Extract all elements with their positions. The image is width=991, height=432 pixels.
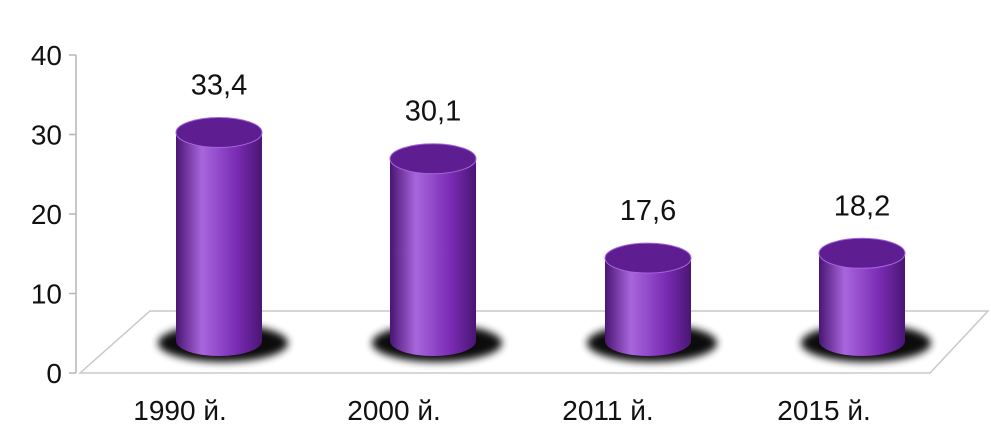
bar [801,237,931,362]
bar [587,242,717,362]
bar-top-cap [175,116,263,148]
floor-plane [78,310,990,374]
y-tick-label: 30 [31,120,62,151]
bar-top-cap [818,237,906,269]
y-tick-label: 10 [31,279,62,310]
category-label: 2011 й. [562,395,653,426]
category-label: 2000 й. [347,395,441,426]
data-label: 30,1 [405,96,461,128]
data-label: 17,6 [620,195,676,227]
bars-group [158,116,931,362]
y-axis-ticks [69,54,76,374]
y-axis-tick-labels: 0 10 20 30 40 [31,40,62,389]
bar-top-cap [389,143,477,175]
bar-body [176,132,262,356]
category-label: 1990 й. [133,395,227,426]
category-label: 2015 й. [777,395,871,426]
bar-body [605,258,691,356]
data-labels-group: 33,4 30,1 17,6 18,2 [191,69,890,227]
data-label: 33,4 [191,69,247,101]
bar [158,116,288,362]
bar [372,143,502,362]
y-tick-label: 0 [46,358,62,389]
y-tick-label: 20 [31,199,62,230]
y-tick-label: 40 [31,40,62,71]
x-axis-category-labels: 1990 й. 2000 й. 2011 й. 2015 й. [133,395,871,426]
bar-body [390,158,476,356]
data-label: 18,2 [834,190,890,222]
bar-body [819,253,905,356]
bar-top-cap [604,242,692,274]
